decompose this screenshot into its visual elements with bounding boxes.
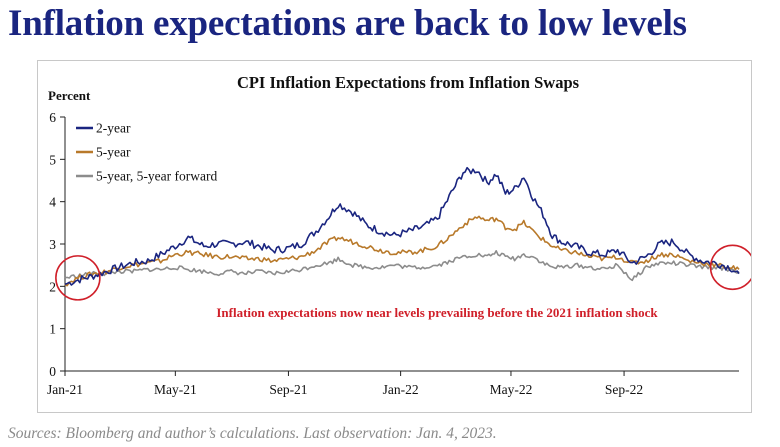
y-tick-label: 5 — [49, 152, 56, 167]
series-line-0 — [64, 166, 740, 286]
y-tick-label: 4 — [49, 195, 56, 210]
source-note: Sources: Bloomberg and author’s calculat… — [8, 425, 497, 442]
highlight-circle-0 — [55, 255, 101, 301]
series-line-2 — [64, 250, 740, 282]
x-tick-label: May-22 — [490, 382, 533, 397]
highlight-circles — [55, 244, 751, 301]
x-tick-label: Jan-21 — [47, 382, 83, 397]
y-tick-label: 3 — [49, 237, 56, 252]
series-layer — [64, 166, 740, 287]
y-tick-label: 1 — [49, 322, 56, 337]
highlight-circle-1 — [709, 244, 751, 291]
chart-title: CPI Inflation Expectations from Inflatio… — [237, 73, 580, 92]
x-tick-label: Jan-22 — [383, 382, 419, 397]
chart-annotation: Inflation expectations now near levels p… — [216, 305, 658, 320]
chart-frame: CPI Inflation Expectations from Inflatio… — [37, 60, 752, 413]
inflation-expectations-chart: CPI Inflation Expectations from Inflatio… — [47, 73, 751, 397]
y-tick-label: 0 — [49, 364, 56, 379]
chart-legend: 2-year 5-year 5-year, 5-year forward — [76, 121, 218, 184]
y-axis-label: Percent — [48, 88, 91, 103]
x-tick-label: May-21 — [154, 382, 197, 397]
y-tick-label: 6 — [49, 110, 56, 125]
page-headline: Inflation expectations are back to low l… — [8, 3, 687, 44]
legend-label-1: 5-year — [96, 145, 131, 160]
legend-label-0: 2-year — [96, 121, 131, 136]
x-tick-label: Sep-21 — [269, 382, 307, 397]
x-tick-label: Sep-22 — [605, 382, 643, 397]
legend-label-2: 5-year, 5-year forward — [96, 169, 218, 184]
chart-axes: 0 1 2 3 4 5 6 Jan-21 May-21 Sep-21 Jan-22 May-22 Sep… — [47, 110, 739, 397]
y-tick-label: 2 — [49, 279, 56, 294]
